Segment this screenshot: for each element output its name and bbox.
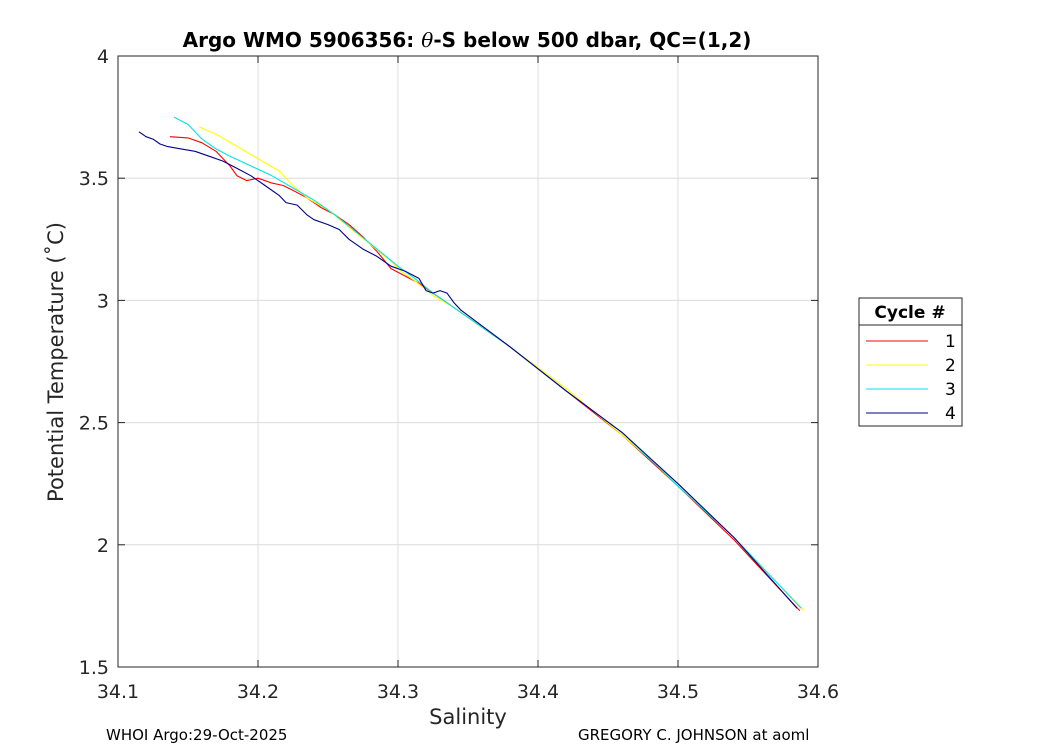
legend-label-cycle-3: 3 xyxy=(945,380,956,400)
series-lines xyxy=(138,116,805,612)
x-axis-label: Salinity xyxy=(429,705,507,729)
x-tick-label: 34.1 xyxy=(97,681,139,703)
chart-title: Argo WMO 5906356: θ-S below 500 dbar, QC… xyxy=(183,28,752,52)
footer-author: GREGORY C. JOHNSON at aoml xyxy=(578,726,810,744)
y-axis-label: Potential Temperature (˚C) xyxy=(44,222,68,502)
legend-label-cycle-2: 2 xyxy=(945,356,956,376)
x-tick-label: 34.3 xyxy=(377,681,419,703)
x-tick-label: 34.2 xyxy=(237,681,279,703)
y-tick-label: 2 xyxy=(97,535,109,557)
legend-box xyxy=(858,297,963,427)
series-line-cycle-4 xyxy=(138,131,798,609)
footer-source: WHOI Argo:29-Oct-2025 xyxy=(106,726,288,744)
y-tick-label: 2.5 xyxy=(79,413,109,435)
legend: Cycle # 1 2 3 4 xyxy=(858,297,963,427)
y-tick-label: 4 xyxy=(97,46,109,68)
y-tick-label: 1.5 xyxy=(79,657,109,679)
legend-label-cycle-1: 1 xyxy=(945,332,956,352)
y-tick-label: 3.5 xyxy=(79,168,109,190)
legend-label-cycle-4: 4 xyxy=(945,404,956,424)
x-tick-label: 34.5 xyxy=(657,681,699,703)
legend-title: Cycle # xyxy=(874,303,945,323)
axis-ticks: 34.1 34.2 34.3 34.4 34.5 34.6 1.5 2 2.5 3 3.5 4 xyxy=(79,46,839,703)
x-tick-label: 34.6 xyxy=(797,681,839,703)
x-tick-label: 34.4 xyxy=(517,681,559,703)
plot-frame xyxy=(117,55,819,668)
y-tick-label: 3 xyxy=(97,290,109,312)
plot-area xyxy=(118,56,818,667)
series-line-cycle-2 xyxy=(198,126,805,612)
